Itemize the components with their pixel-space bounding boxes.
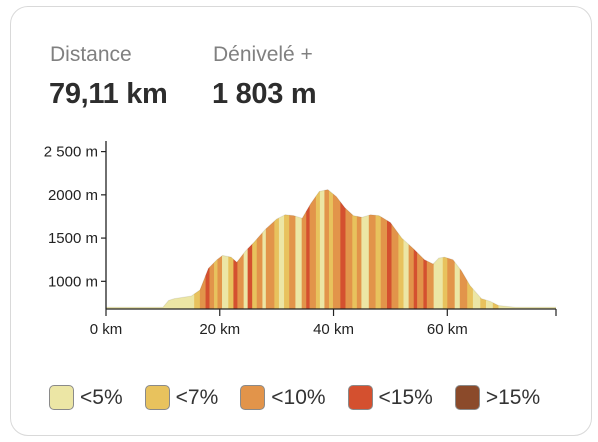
profile-band (459, 189, 468, 309)
legend-label: <15% (378, 385, 433, 409)
profile-band (340, 189, 346, 309)
slope-legend: <5% <7% <10% <15% >15% (49, 385, 562, 410)
profile-band (368, 189, 376, 309)
profile-band (278, 189, 285, 309)
elevation-profile-chart: 1000 m 1500 m 2000 m 2 500 m 0 km 20 km 40 km 6… (44, 141, 557, 338)
y-tick-label: 1000 m (48, 273, 98, 290)
profile-band (162, 189, 175, 309)
axes: 1000 m 1500 m 2000 m 2 500 m 0 km 20 km 40 km 6… (44, 141, 557, 338)
x-tick-label: 0 km (90, 321, 123, 338)
profile-band (498, 189, 556, 309)
x-tick-label: 60 km (427, 321, 468, 338)
profile-band (228, 189, 234, 309)
legend-item: <15% (347, 385, 433, 410)
profile-band (194, 189, 201, 309)
profile-band (237, 189, 244, 309)
profile-band (324, 189, 330, 309)
profile-band (345, 189, 353, 309)
profile-band (252, 189, 258, 309)
profile-band (485, 189, 494, 309)
profile-band (403, 189, 409, 309)
profile-band (256, 189, 263, 309)
profile-band (454, 189, 461, 309)
legend-label: <7% (175, 385, 219, 409)
profile-band (380, 189, 388, 309)
profile-band (243, 189, 248, 309)
legend-label: <5% (80, 385, 123, 409)
profile-band (106, 189, 164, 309)
profile-band (408, 189, 415, 309)
legend-item: <10% (240, 385, 326, 410)
profile-band (328, 189, 334, 309)
profile-band (442, 189, 448, 309)
elevation-gain-value: 1 803 m (212, 78, 317, 110)
legend-swatch (347, 385, 373, 410)
profile-band (417, 189, 424, 309)
profile-band (301, 189, 307, 309)
profile-band (309, 189, 317, 309)
legend-swatch (454, 385, 480, 410)
profile-band (472, 189, 481, 309)
profile-band (447, 189, 455, 309)
legend-swatch (49, 385, 74, 410)
x-tick-label: 40 km (313, 321, 354, 338)
profile-band (247, 189, 253, 309)
profile-band (352, 189, 358, 309)
profile-band (361, 189, 370, 309)
profile-band (284, 189, 290, 309)
profile-band (332, 189, 341, 309)
profile-band (467, 189, 474, 309)
x-tick-label: 20 km (199, 321, 240, 338)
profile-bands (106, 189, 556, 309)
profile-band (233, 189, 238, 309)
legend-swatch (144, 385, 170, 410)
legend-item: >15% (454, 385, 541, 410)
profile-band (199, 189, 206, 309)
profile-band (205, 189, 210, 309)
profile-band (391, 189, 399, 309)
profile-band (217, 189, 223, 309)
y-tick-label: 1500 m (48, 230, 98, 247)
elevation-gain-label: Dénivelé + (213, 43, 313, 66)
profile-band (315, 189, 321, 309)
profile-band (214, 189, 218, 309)
profile-band (423, 189, 428, 309)
profile-band (387, 189, 392, 309)
profile-band (274, 189, 280, 309)
profile-band (480, 189, 487, 309)
elevation-card: Distance 79,11 km Dénivelé + 1 803 m 100… (10, 6, 592, 436)
profile-band (319, 189, 325, 309)
legend-label: >15% (485, 385, 541, 409)
profile-outline (106, 189, 556, 308)
legend-item: <5% (49, 385, 123, 410)
legend-label: <10% (271, 385, 326, 409)
profile-band (174, 189, 195, 309)
profile-band (433, 189, 444, 309)
profile-band (295, 189, 302, 309)
y-tick-label: 2000 m (48, 187, 98, 204)
profile-band (375, 189, 382, 309)
profile-band (306, 189, 310, 309)
distance-label: Distance (50, 43, 132, 66)
profile-band (265, 189, 275, 309)
profile-band (426, 189, 434, 309)
legend-item: <7% (144, 385, 219, 410)
legend-swatch (240, 385, 266, 410)
distance-value: 79,11 km (49, 78, 168, 110)
profile-band (356, 189, 362, 309)
y-tick-label: 2 500 m (44, 144, 98, 161)
profile-band (262, 189, 267, 309)
profile-band (398, 189, 404, 309)
profile-band (413, 189, 418, 309)
profile-band (209, 189, 215, 309)
profile-band (222, 189, 229, 309)
profile-band (492, 189, 499, 309)
profile-band (289, 189, 296, 309)
